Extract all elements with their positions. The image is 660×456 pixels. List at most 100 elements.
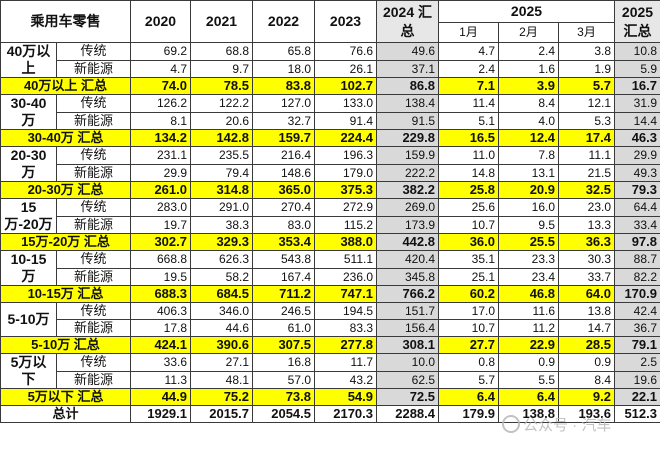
value-cell: 78.5 (190, 77, 253, 95)
value-cell: 33.7 (558, 267, 615, 286)
value-cell: 35.1 (438, 250, 499, 269)
value-cell: 88.7 (614, 250, 660, 269)
value-cell: 388.0 (314, 233, 377, 251)
value-cell: 390.6 (190, 336, 253, 354)
value-cell: 2054.5 (252, 405, 315, 423)
value-cell: 10.0 (376, 353, 439, 372)
table-row: 5-10万 传统 406.3 346.0 246.5 194.5 151.7 17.0 11.6… (0, 302, 660, 337)
value-cell: 277.8 (314, 336, 377, 354)
table-row: 15万-20万 传统 283.0 291.0 270.4 272.9 269.0 25.6 16… (0, 198, 660, 234)
value-cell: 261.0 (130, 181, 191, 199)
value-cell: 25.8 (438, 181, 499, 199)
value-cell: 9.7 (190, 59, 253, 78)
subtotal-label: 40万以上 汇总 (0, 77, 131, 95)
value-cell: 48.1 (190, 370, 253, 389)
value-cell: 25.6 (438, 198, 499, 217)
value-cell: 236.0 (314, 267, 377, 286)
subtotal-label: 5-10万 汇总 (0, 336, 131, 354)
value-cell: 179.0 (314, 163, 377, 182)
value-cell: 1.6 (498, 59, 559, 78)
value-cell: 46.8 (498, 285, 559, 303)
value-cell: 12.4 (498, 129, 559, 147)
segment-label: 5万以下 (0, 353, 57, 389)
watermark: 公众号 · 汽车 (502, 414, 611, 435)
powertrain-label: 传统 (56, 250, 131, 269)
subtotal-row: 5万以下 汇总 44.9 75.2 73.8 54.9 72.5 6.4 6.4 9.2 22.1 (0, 388, 660, 406)
powertrain-label: 新能源 (56, 59, 131, 78)
value-cell: 73.8 (252, 388, 315, 406)
value-cell: 17.8 (130, 319, 191, 337)
value-cell: 0.9 (558, 353, 615, 372)
value-cell: 375.3 (314, 181, 377, 199)
value-cell: 173.9 (376, 215, 439, 234)
value-cell: 76.6 (314, 42, 377, 61)
value-cell: 11.4 (438, 94, 499, 113)
table-row: 5万以下 传统 33.6 27.1 16.8 11.7 10.0 0.8 0.9 0.9 2.5 (0, 353, 660, 389)
value-cell: 16.8 (252, 353, 315, 372)
value-cell: 17.0 (438, 302, 499, 320)
year-2025-header: 2025 (438, 0, 615, 23)
value-cell: 5.9 (614, 59, 660, 78)
value-cell: 122.2 (190, 94, 253, 113)
value-cell: 37.1 (376, 59, 439, 78)
value-cell: 127.0 (252, 94, 315, 113)
year-2020-header: 2020 (130, 0, 191, 43)
value-cell: 27.7 (438, 336, 499, 354)
value-cell: 32.7 (252, 111, 315, 130)
month-jan-header: 1月 (438, 22, 499, 43)
powertrain-label: 新能源 (56, 215, 131, 234)
value-cell: 138.4 (376, 94, 439, 113)
value-cell: 29.9 (130, 163, 191, 182)
table-row: 新能源 29.9 79.4 148.6 179.0 222.2 14.8 13.1 21.5 49… (1, 163, 660, 182)
value-cell: 36.7 (614, 319, 660, 337)
table-row: 新能源 4.7 9.7 18.0 26.1 37.1 2.4 1.6 1.9 5.9 (1, 59, 660, 78)
value-cell: 16.0 (498, 198, 559, 217)
wechat-icon (502, 415, 520, 433)
header-row: 乘用车零售 2020 2021 2022 2023 2024 汇总 2025 2… (0, 0, 660, 43)
value-cell: 72.5 (376, 388, 439, 406)
value-cell: 11.1 (558, 146, 615, 165)
value-cell: 21.5 (558, 163, 615, 182)
value-cell: 2015.7 (190, 405, 253, 423)
subtotal-row: 10-15万 汇总 688.3 684.5 711.2 747.1 766.2 60.2 46… (0, 285, 660, 303)
value-cell: 11.3 (130, 370, 191, 389)
total-label: 总计 (0, 405, 131, 423)
value-cell: 179.9 (438, 405, 499, 423)
value-cell: 151.7 (376, 302, 439, 320)
value-cell: 83.3 (314, 319, 377, 337)
value-cell: 12.1 (558, 94, 615, 113)
value-cell: 11.0 (438, 146, 499, 165)
month-header-row: 1月 2月 3月 (1, 22, 660, 43)
value-cell: 38.3 (190, 215, 253, 234)
value-cell: 307.5 (252, 336, 315, 354)
value-cell: 83.8 (252, 77, 315, 95)
value-cell: 302.7 (130, 233, 191, 251)
value-cell: 7.8 (498, 146, 559, 165)
value-cell: 22.9 (498, 336, 559, 354)
table-row: 新能源 19.5 58.2 167.4 236.0 345.8 25.1 23.4 33.7 82… (1, 267, 660, 286)
value-cell: 36.3 (558, 233, 615, 251)
value-cell: 5.7 (438, 370, 499, 389)
powertrain-label: 传统 (56, 146, 131, 165)
value-cell: 79.4 (190, 163, 253, 182)
subtotal-label: 15万-20万 汇总 (0, 233, 131, 251)
value-cell: 511.1 (314, 250, 377, 269)
value-cell: 49.3 (614, 163, 660, 182)
watermark-text: 公众号 · 汽车 (523, 417, 612, 434)
value-cell: 32.5 (558, 181, 615, 199)
value-cell: 668.8 (130, 250, 191, 269)
value-cell: 5.1 (438, 111, 499, 130)
value-cell: 1929.1 (130, 405, 191, 423)
value-cell: 19.7 (130, 215, 191, 234)
powertrain-label: 新能源 (56, 111, 131, 130)
value-cell: 115.2 (314, 215, 377, 234)
table-body: 40万以上 传统 69.2 68.8 65.8 76.6 49.6 4.7 2.4 3.8 10.8… (0, 42, 660, 423)
value-cell: 270.4 (252, 198, 315, 217)
value-cell: 543.8 (252, 250, 315, 269)
value-cell: 18.0 (252, 59, 315, 78)
value-cell: 167.4 (252, 267, 315, 286)
total-row: 总计 1929.1 2015.7 2054.5 2170.3 2288.4 179.9 138… (0, 405, 660, 423)
value-cell: 134.2 (130, 129, 191, 147)
value-cell: 13.3 (558, 215, 615, 234)
